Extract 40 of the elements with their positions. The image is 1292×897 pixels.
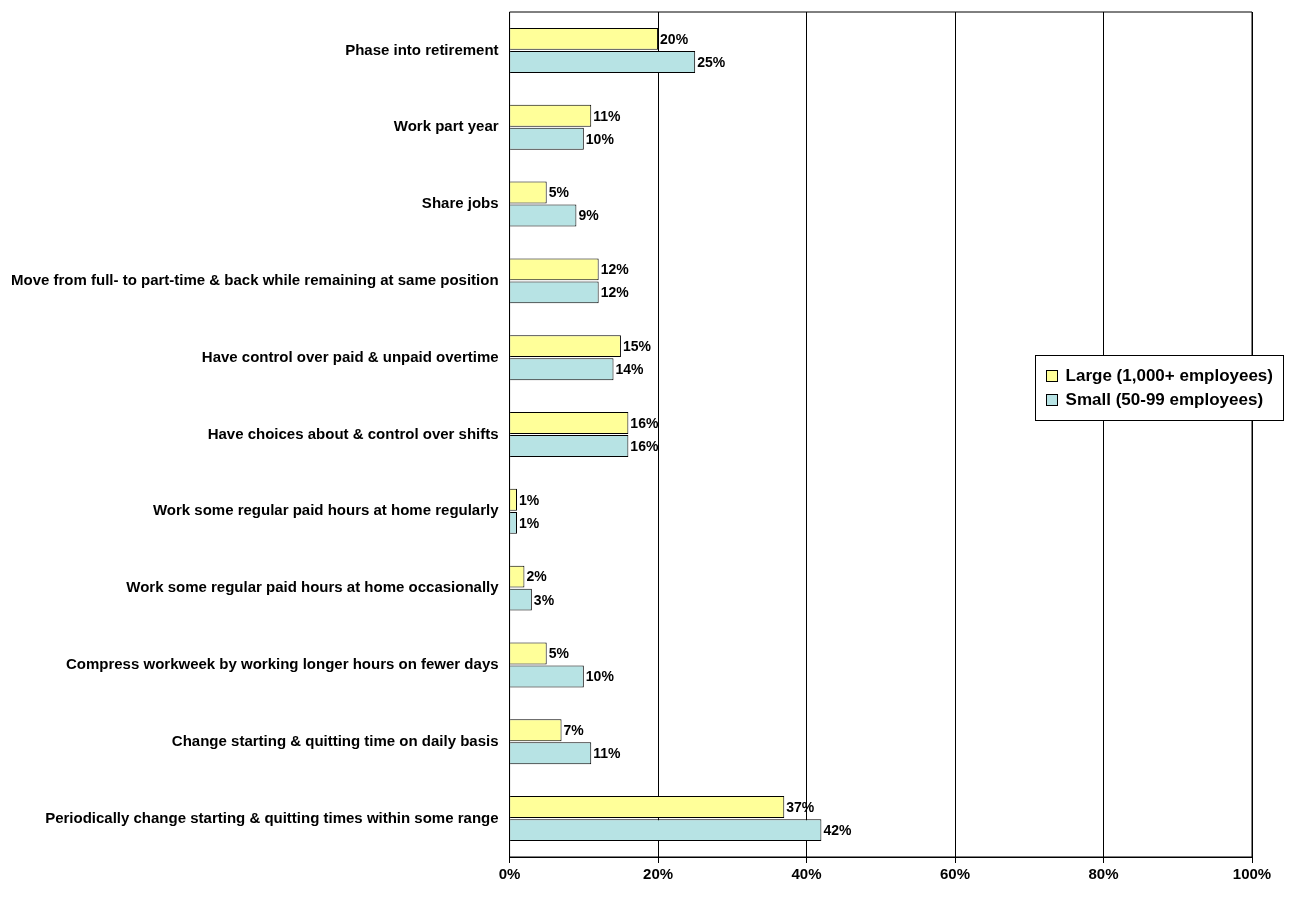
y-tick-label: Have control over paid & unpaid overtime	[201, 347, 499, 365]
data-label: 42%	[823, 821, 852, 838]
data-label: 25%	[697, 53, 726, 70]
data-label: 11%	[593, 745, 622, 762]
legend-label: Large (1,000+ employees)	[1065, 366, 1273, 386]
x-tick-label: 0%	[498, 865, 521, 883]
x-tick-label: 80%	[1088, 865, 1119, 883]
data-label: 5%	[548, 184, 570, 201]
y-tick-label: Change starting & quitting time on daily basis	[171, 731, 499, 749]
data-label: 16%	[630, 437, 659, 454]
x-tick-label: 20%	[643, 865, 674, 883]
y-tick-label: Work some regular paid hours at home regularly	[152, 501, 500, 519]
data-label: 1%	[519, 514, 540, 531]
data-label: 12%	[600, 261, 630, 278]
data-label: 1%	[519, 491, 540, 508]
y-tick-label: Phase into retirement	[345, 40, 499, 58]
data-label: 10%	[585, 130, 615, 147]
data-label: 20%	[660, 30, 689, 47]
data-label: 14%	[615, 361, 645, 378]
data-label: 2%	[526, 568, 548, 585]
data-label: 10%	[585, 668, 615, 685]
y-tick-label: Work some regular paid hours at home occasionally	[126, 578, 500, 596]
data-label: 9%	[578, 207, 600, 224]
data-label: 15%	[622, 338, 652, 355]
y-tick-label: Work part year	[393, 117, 499, 135]
x-tick-label: 60%	[940, 865, 971, 883]
x-tick-label: 100%	[1232, 865, 1272, 883]
data-label: 5%	[548, 645, 570, 662]
y-tick-label: Compress workweek by working longer hours on fewer days	[65, 655, 499, 673]
y-tick-label: Share jobs	[421, 194, 499, 212]
y-tick-label: Have choices about & control over shifts	[207, 424, 499, 442]
data-label: 11%	[593, 107, 622, 124]
data-label: 16%	[630, 414, 659, 431]
data-label: 12%	[600, 284, 630, 301]
legend-label: Small (50-99 employees)	[1065, 390, 1264, 410]
x-tick-label: 40%	[791, 865, 822, 883]
data-label: 7%	[563, 722, 585, 739]
y-tick-label: Move from full- to part-time & back while remaining at same position	[11, 271, 499, 288]
y-tick-label: Periodically change starting & quitting times within some range	[45, 808, 499, 826]
data-label: 3%	[533, 591, 555, 608]
